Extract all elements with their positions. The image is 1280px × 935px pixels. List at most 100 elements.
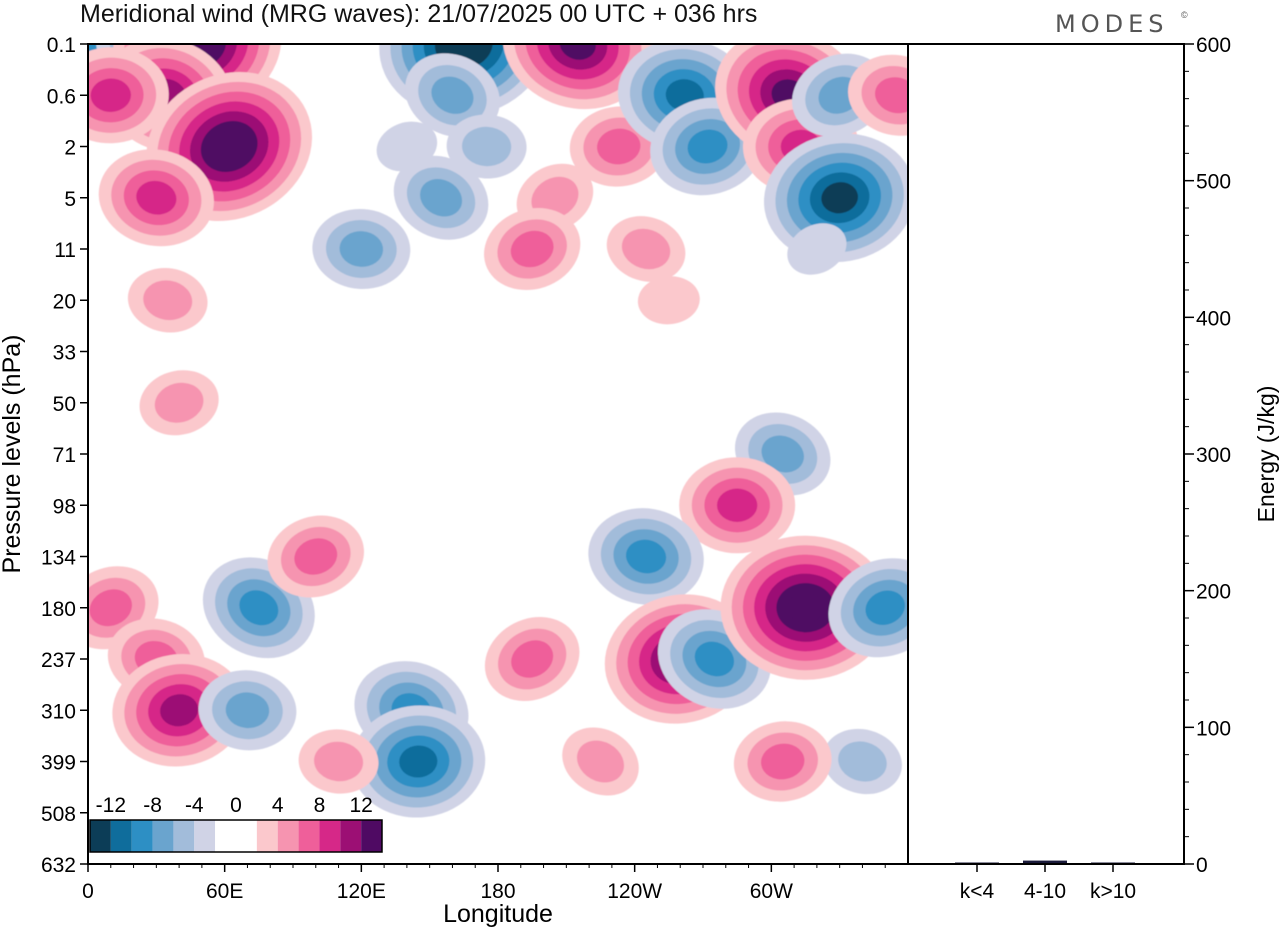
- colorbar-swatch: [256, 820, 278, 852]
- contour-level: [143, 280, 193, 321]
- y-tick-label: 632: [41, 854, 76, 877]
- y-tick-label: 399: [41, 752, 76, 775]
- heatmap-blob: [828, 558, 908, 658]
- contour-level: [821, 182, 858, 214]
- y-tick-label: 0.6: [47, 85, 76, 108]
- heatmap-blob: [446, 114, 527, 179]
- heatmap-blob: [764, 133, 908, 263]
- heatmap-blob: [848, 54, 908, 136]
- energy-tick-label: 0: [1196, 854, 1208, 877]
- x-tick-label: 0: [82, 880, 94, 903]
- colorbar-frame: [89, 819, 383, 853]
- contour-level: [694, 641, 735, 677]
- energy-tick-label: 300: [1196, 444, 1231, 467]
- contour-level: [314, 741, 364, 782]
- heatmap-blob: [679, 457, 796, 554]
- heatmap-blob: [139, 370, 219, 436]
- contour-level: [225, 692, 270, 729]
- heatmap-blob: [733, 721, 832, 802]
- contour-level: [687, 129, 728, 164]
- y-axis-pressure: 0.1 0.6 2 5 11 20 33 50 71 98 134 180 237 310 399 508 63…: [41, 34, 88, 877]
- colorbar-label: -8: [143, 794, 162, 817]
- contour-level: [596, 128, 641, 165]
- y-tick-label: 50: [53, 393, 76, 416]
- contour-level: [462, 126, 512, 167]
- contour-level: [838, 741, 887, 782]
- y-tick-label: 180: [41, 598, 76, 621]
- colorbar-label: 12: [349, 794, 372, 817]
- heatmap-blob: [351, 705, 486, 818]
- colorbar-label: 8: [314, 794, 326, 817]
- colorbar-swatch: [298, 820, 320, 852]
- y-tick-label: 237: [41, 649, 76, 672]
- y-tick-label: 98: [53, 495, 76, 518]
- contour-level: [559, 44, 596, 60]
- heatmap-blob: [198, 670, 297, 751]
- colorbar-swatch: [131, 820, 153, 852]
- contour-level: [136, 180, 177, 215]
- contour-level: [339, 231, 384, 267]
- heatmap-blob: [787, 223, 847, 275]
- colorbar-swatch: [319, 820, 341, 852]
- heatmap-blob: [127, 268, 208, 333]
- energy-frame: [907, 43, 1185, 865]
- heatmap-blob: [822, 728, 902, 795]
- heatmap-blob: [393, 155, 489, 240]
- contour-level: [446, 44, 482, 60]
- modes-logo-mark: ©: [1181, 10, 1188, 20]
- heatmap-panel: [88, 44, 908, 818]
- y-tick-label: 71: [53, 444, 76, 467]
- contour-level: [761, 435, 804, 473]
- energy-axis-label: Energy (J/kg): [1253, 386, 1279, 523]
- colorbar-swatch: [277, 820, 299, 852]
- contour-level: [576, 740, 625, 783]
- colorbar-swatch: [361, 820, 382, 852]
- x-axis-label: Longitude: [443, 900, 553, 928]
- contour-level: [431, 76, 474, 114]
- heatmap-blob: [98, 149, 214, 247]
- colorbar-swatch: [215, 820, 236, 852]
- colorbar-swatch: [152, 820, 174, 852]
- y-tick-label: 5: [64, 188, 76, 211]
- heatmap-blob: [637, 276, 700, 325]
- contour-level: [716, 488, 758, 522]
- energy-panel: 0 100 200 300 400 500 600 k<4 4-10 k>10: [955, 34, 1231, 903]
- contour-level: [637, 276, 700, 325]
- colorbar-label: -12: [96, 794, 126, 817]
- y-tick-label: 11: [54, 239, 76, 262]
- modes-logo-text: MODES: [1055, 10, 1168, 38]
- contour-level: [399, 745, 438, 778]
- heatmap-blob: [502, 44, 653, 110]
- energy-category-label: k<4: [960, 880, 995, 903]
- y-tick-label: 2: [64, 137, 76, 160]
- heatmap-blob: [298, 729, 379, 794]
- heatmap-blob: [588, 508, 704, 605]
- x-tick-label: 120W: [607, 880, 662, 903]
- colorbar-swatch: [236, 820, 257, 852]
- contour-level: [625, 539, 667, 574]
- x-axis-longitude: 0 60E 120E 180 120W 60W: [82, 864, 886, 903]
- energy-tick-label: 200: [1196, 581, 1231, 604]
- energy-category-label: 4-10: [1024, 880, 1066, 903]
- contour-level: [787, 223, 847, 275]
- colorbar-label: 0: [230, 794, 242, 817]
- colorbar-swatch: [90, 820, 111, 852]
- contour-level: [90, 78, 131, 112]
- contour-level: [865, 590, 905, 625]
- y-tick-label: 20: [53, 290, 76, 313]
- y-tick-label: 33: [53, 342, 76, 365]
- energy-tick-label: 600: [1196, 34, 1231, 57]
- contour-level: [760, 743, 805, 780]
- contour-level: [239, 590, 279, 626]
- modes-logo: MODES ©: [1055, 10, 1188, 38]
- contour-level: [621, 228, 671, 270]
- contour-level: [154, 382, 204, 423]
- contour-level: [89, 589, 133, 627]
- contour-level: [787, 592, 824, 623]
- colorbar-label: -4: [185, 794, 204, 817]
- energy-tick-label: 100: [1196, 717, 1231, 740]
- heatmap-blob: [562, 727, 639, 796]
- contour-level: [211, 130, 247, 163]
- colorbar-label: 4: [272, 794, 284, 817]
- energy-tick-label: 400: [1196, 307, 1231, 330]
